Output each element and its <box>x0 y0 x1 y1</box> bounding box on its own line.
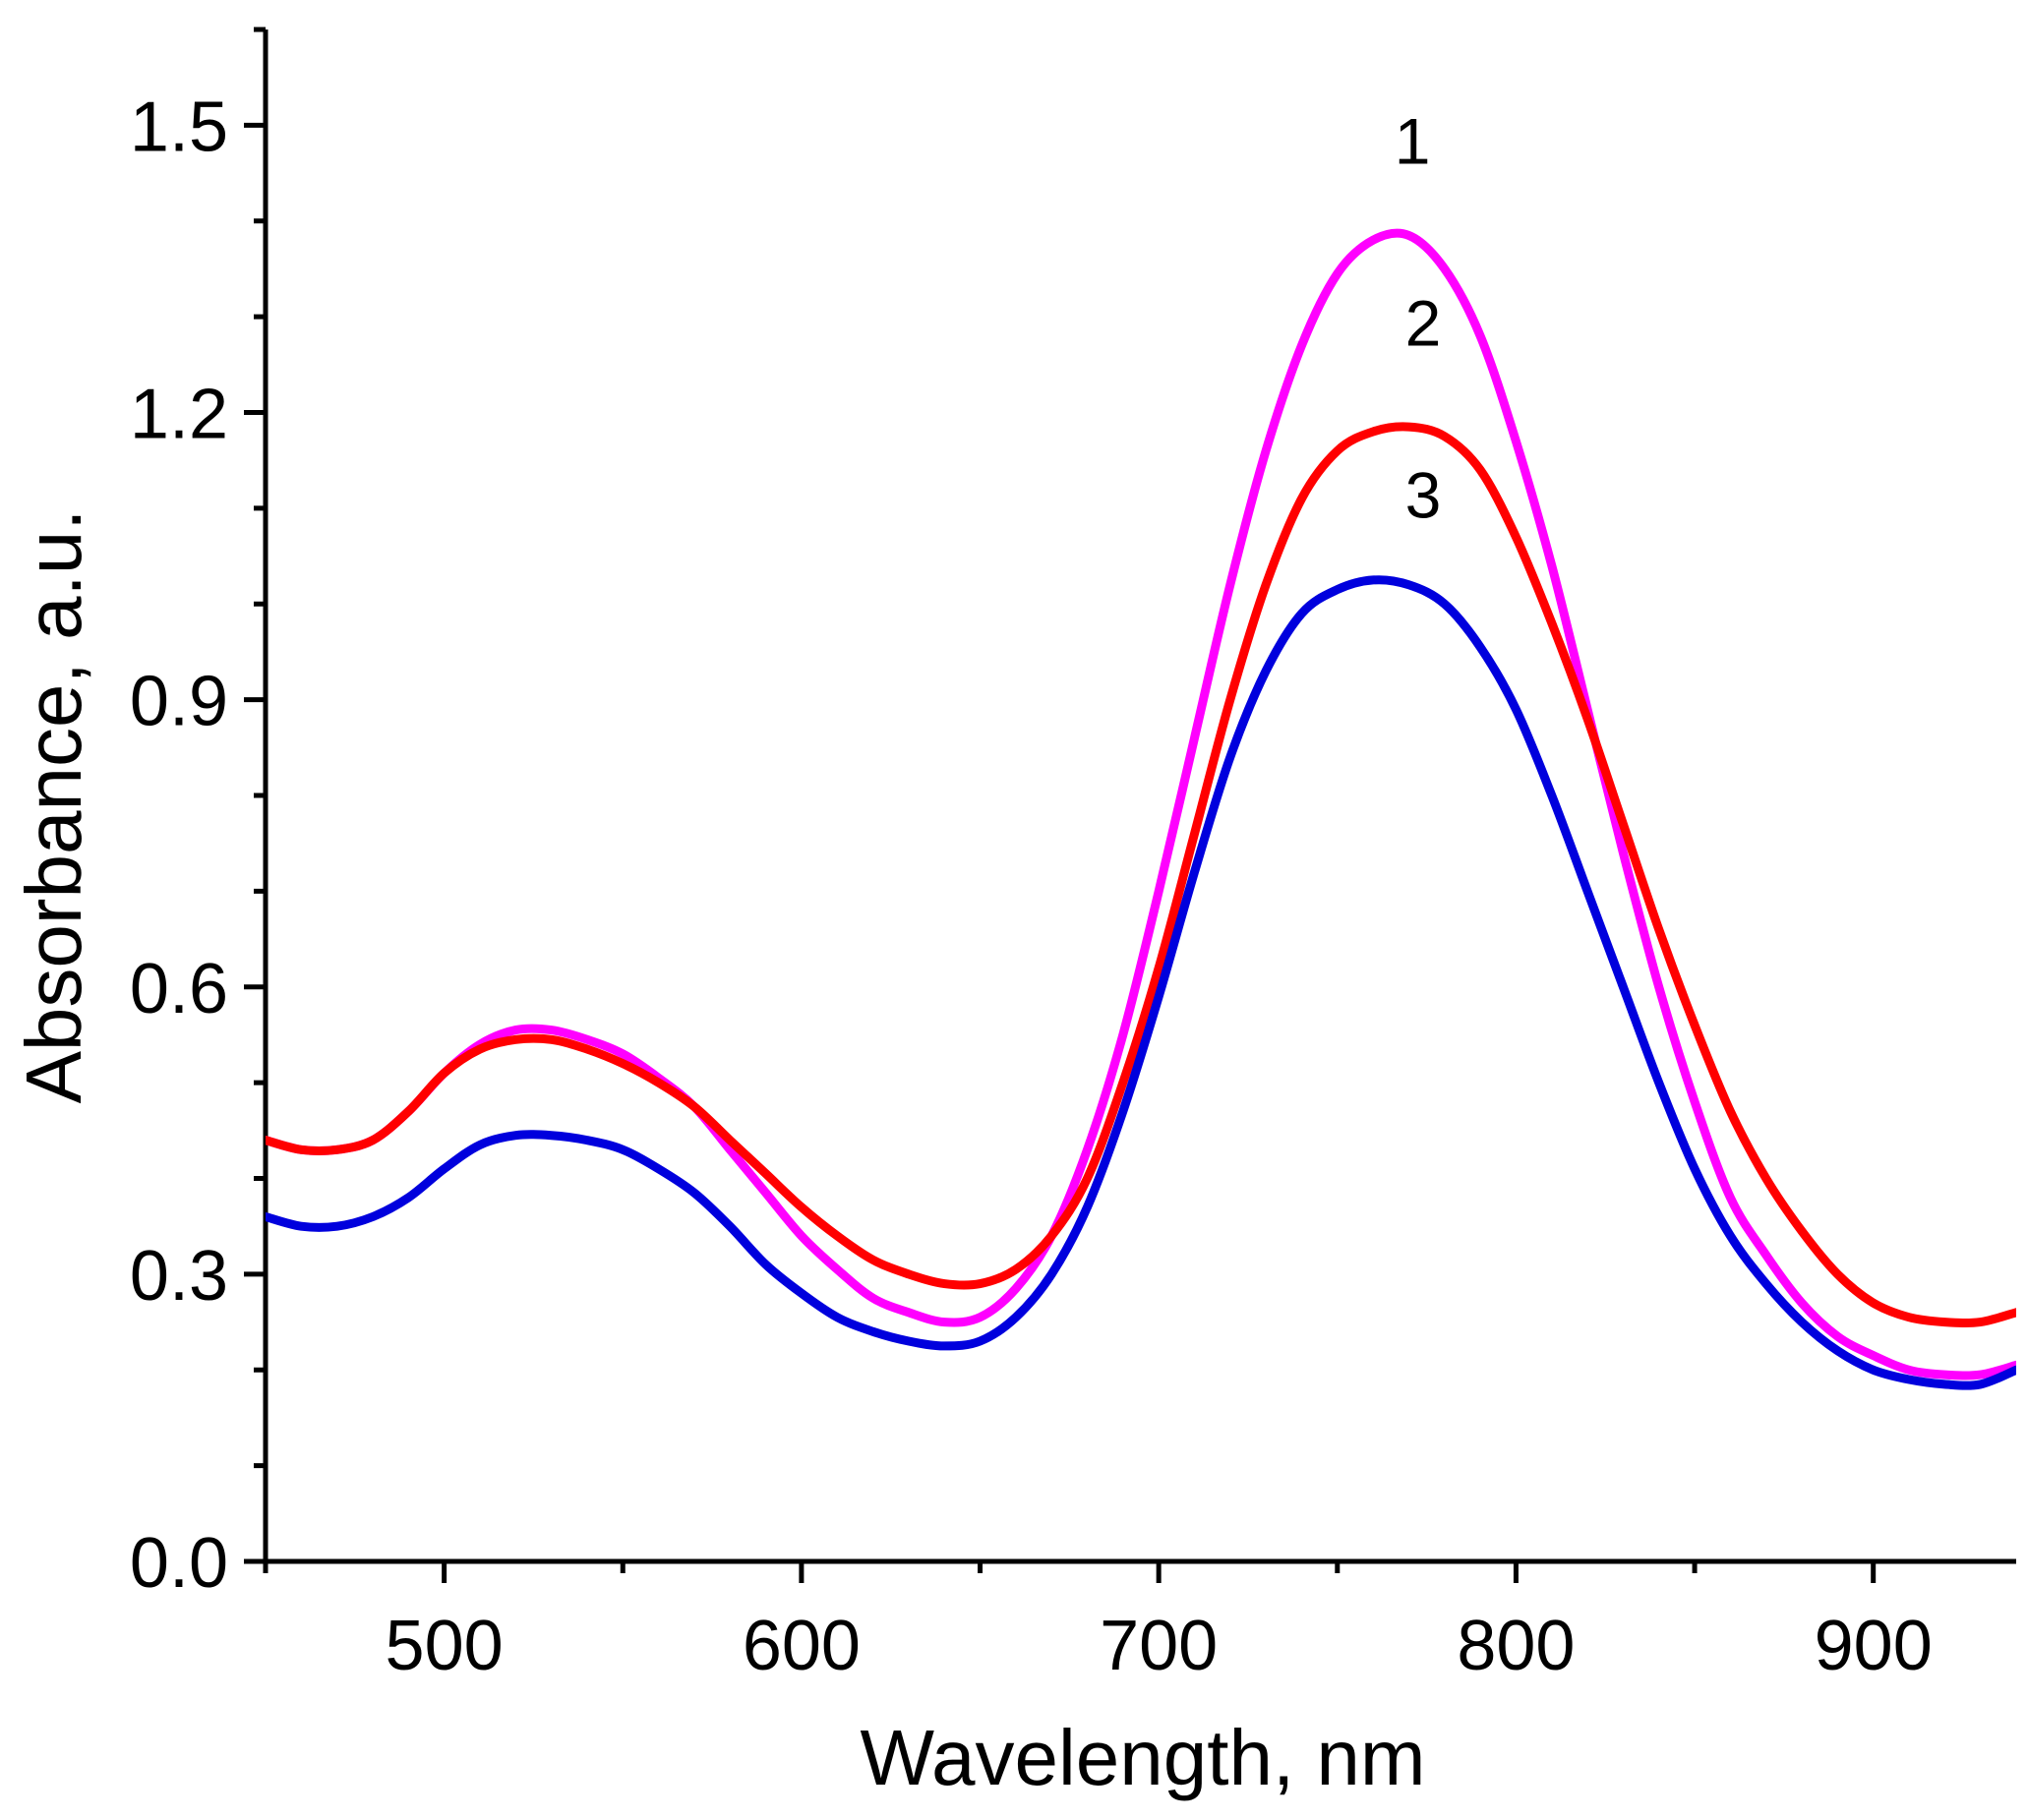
y-tick-label: 0.0 <box>130 1524 228 1603</box>
curve-label-1: 1 <box>1395 104 1431 177</box>
y-tick-label: 0.3 <box>130 1237 228 1316</box>
series-layer <box>266 228 2016 1390</box>
y-tick-label: 1.5 <box>130 88 228 166</box>
x-tick-label: 600 <box>743 1607 861 1685</box>
ticks-layer: 500 600 700 800 900 0.0 0.3 0.6 0.9 1.2 1.5 <box>130 27 1933 1685</box>
x-tick-label: 900 <box>1815 1607 1933 1685</box>
curve-labels-layer: 1 2 3 <box>1395 104 1442 531</box>
x-tick-label: 700 <box>1100 1607 1218 1685</box>
curve-label-2: 2 <box>1405 286 1442 359</box>
series-line-3 <box>266 575 2016 1390</box>
x-axis-title: Wavelength, nm <box>860 1714 1425 1801</box>
y-tick-label: 0.9 <box>130 663 228 741</box>
y-axis-title: Absorbance, a.u. <box>10 509 97 1104</box>
y-tick-label: 0.6 <box>130 950 228 1028</box>
x-tick-label: 800 <box>1457 1607 1575 1685</box>
y-tick-label: 1.2 <box>130 376 228 454</box>
curve-label-3: 3 <box>1405 459 1442 532</box>
series-line-2 <box>266 422 2016 1328</box>
x-tick-label: 500 <box>386 1607 504 1685</box>
series-line-1 <box>266 228 2016 1380</box>
